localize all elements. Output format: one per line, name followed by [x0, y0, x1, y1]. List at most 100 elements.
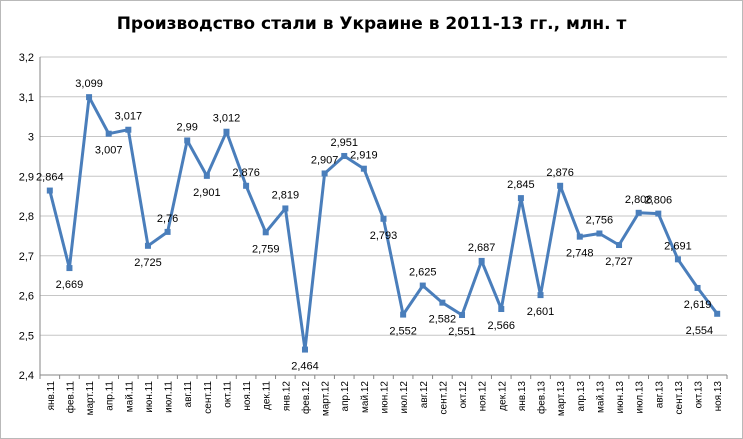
data-point [66, 265, 73, 272]
data-point [616, 242, 623, 249]
data-point [125, 126, 132, 133]
data-label: 3,012 [213, 113, 241, 125]
data-point [105, 130, 112, 137]
x-tick-label: авг.11 [183, 381, 194, 408]
data-label: 2,907 [311, 154, 339, 166]
data-point [144, 242, 151, 249]
data-point [459, 311, 466, 318]
data-label: 2,554 [686, 325, 714, 337]
x-tick-label: май.13 [595, 381, 606, 413]
data-label: 2,876 [546, 167, 574, 179]
x-tick-label: март.11 [85, 381, 96, 416]
data-point [46, 187, 53, 194]
x-tick-label: апр.12 [340, 381, 351, 412]
y-tick-label: 2,6 [19, 291, 34, 303]
data-label: 2,76 [157, 213, 178, 225]
x-tick-label: янв.13 [517, 381, 528, 412]
data-point [400, 311, 407, 318]
y-tick-label: 2,4 [19, 370, 34, 382]
x-tick-label: сент.11 [203, 381, 214, 414]
data-label: 2,748 [566, 248, 594, 260]
data-point [419, 282, 426, 289]
x-tick-label: янв.12 [281, 381, 292, 412]
x-tick-label: фев.11 [64, 381, 76, 414]
data-label: 2,691 [664, 240, 692, 252]
data-label: 2,566 [488, 320, 516, 332]
data-label: 2,756 [586, 214, 614, 226]
data-point [517, 195, 524, 202]
data-point [714, 310, 721, 317]
x-tick-label: апр.11 [105, 381, 116, 411]
x-tick-label: март.12 [321, 381, 332, 417]
x-tick-label: янв.11 [46, 381, 57, 411]
data-label: 3,099 [75, 78, 103, 90]
data-point [576, 233, 583, 240]
data-point [341, 152, 348, 159]
data-point [674, 256, 681, 263]
data-point [164, 228, 171, 235]
data-point [86, 94, 93, 101]
data-point [380, 215, 387, 222]
y-tick-label: 2,8 [19, 211, 34, 223]
data-point [439, 299, 446, 306]
x-tick-label: июл.11 [164, 381, 175, 413]
data-point [655, 210, 662, 217]
data-label: 2,582 [429, 314, 457, 326]
data-label: 3,007 [95, 145, 123, 157]
y-tick-label: 2,5 [19, 330, 34, 342]
data-label: 2,876 [232, 167, 260, 179]
data-label: 2,99 [177, 121, 198, 133]
data-label: 2,759 [252, 243, 280, 255]
data-point [321, 170, 328, 177]
data-label: 2,951 [330, 137, 358, 149]
x-tick-label: окт.11 [222, 381, 233, 408]
data-point [243, 182, 250, 189]
x-tick-label: сент.13 [674, 381, 685, 415]
y-tick-label: 3,1 [19, 92, 34, 104]
x-tick-label: май.12 [360, 381, 371, 413]
x-tick-label: дек.11 [262, 381, 273, 410]
data-label: 2,793 [370, 230, 398, 242]
data-label: 2,845 [507, 179, 535, 191]
x-tick-label: авг.13 [654, 381, 665, 409]
data-label: 2,601 [527, 306, 555, 318]
data-point [184, 137, 191, 144]
data-point [635, 209, 642, 216]
data-point [596, 230, 603, 237]
x-tick-label: июн.13 [615, 381, 626, 414]
x-tick-label: ноя.13 [713, 381, 724, 412]
data-label: 2,806 [645, 195, 673, 207]
data-label: 2,808 [625, 194, 653, 206]
data-label: 2,551 [448, 326, 476, 338]
data-label: 2,725 [134, 257, 162, 269]
y-tick-label: 2,7 [19, 251, 34, 263]
data-point [498, 306, 505, 313]
data-label: 2,464 [291, 361, 319, 373]
x-tick-label: март.13 [556, 381, 567, 417]
data-point [537, 292, 544, 299]
data-point [282, 205, 289, 212]
chart-title: Производство стали в Украине в 2011-13 г… [116, 14, 627, 34]
data-label: 2,819 [272, 189, 300, 201]
data-label: 2,625 [409, 267, 437, 279]
data-label: 2,864 [36, 172, 64, 184]
x-tick-label: ноя.11 [242, 381, 253, 411]
x-tick-label: апр.13 [576, 381, 587, 412]
x-tick-label: окт.13 [694, 381, 705, 409]
data-point [360, 165, 367, 172]
y-tick-label: 3,2 [19, 52, 34, 64]
data-label: 2,687 [468, 242, 496, 254]
data-label: 3,017 [115, 111, 143, 123]
data-point [478, 257, 485, 264]
data-point [694, 284, 701, 291]
x-tick-label: июл.12 [399, 381, 410, 414]
x-tick-label: авг.12 [419, 381, 430, 409]
data-point [557, 182, 564, 189]
y-tick-label: 2,9 [19, 171, 34, 183]
data-point [223, 128, 230, 135]
data-label: 2,552 [389, 326, 417, 338]
x-tick-label: июл.13 [635, 381, 646, 414]
x-tick-label: май.11 [124, 381, 135, 413]
